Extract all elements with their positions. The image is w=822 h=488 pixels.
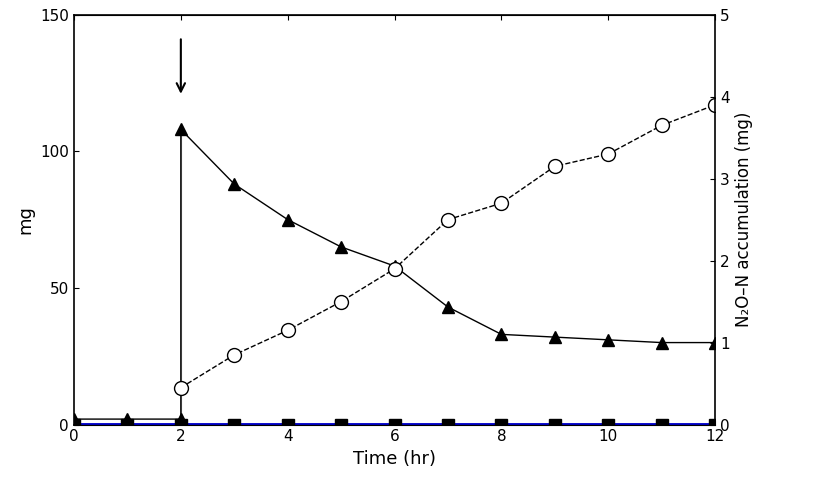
Y-axis label: mg: mg bbox=[16, 205, 35, 234]
X-axis label: Time (hr): Time (hr) bbox=[353, 450, 436, 468]
Y-axis label: N₂O–N accumulation (mg): N₂O–N accumulation (mg) bbox=[736, 112, 753, 327]
